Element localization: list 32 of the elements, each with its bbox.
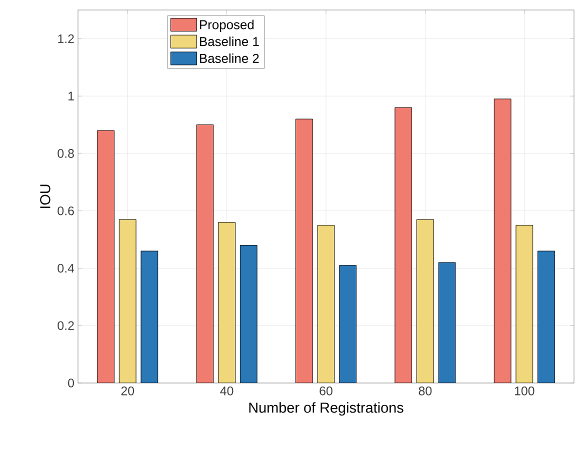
y-tick-label: 0	[68, 378, 74, 388]
x-tick-label: 20	[121, 386, 134, 396]
bar	[416, 219, 434, 383]
legend-label: Proposed	[200, 20, 254, 32]
x-tick-label: 100	[514, 386, 534, 396]
x-tick-label: 80	[418, 386, 432, 396]
y-tick-label: 0.2	[58, 321, 74, 330]
bar	[494, 98, 512, 383]
x-tick-label: 40	[220, 386, 234, 396]
bar	[516, 224, 534, 383]
y-tick-label: 0.6	[58, 206, 74, 216]
bar	[240, 245, 258, 383]
legend-label: Baseline 1	[200, 36, 259, 46]
bar	[339, 265, 357, 383]
bar	[218, 222, 236, 383]
y-tick-label: 0.8	[58, 149, 74, 158]
bar	[97, 130, 114, 383]
legend-label: Baseline 2	[200, 53, 259, 64]
x-axis-title: Number of Registrations	[249, 402, 404, 416]
bar	[140, 250, 158, 383]
bar	[538, 250, 555, 383]
y-tick-label: 0.4	[58, 264, 74, 273]
y-tick-label: 1	[68, 92, 74, 100]
bar	[438, 262, 456, 383]
bar	[295, 118, 313, 383]
y-axis-title: IOU	[40, 184, 50, 208]
bar	[317, 224, 335, 383]
bar	[394, 107, 412, 383]
x-tick-label: 60	[320, 386, 332, 396]
bar	[196, 124, 214, 383]
bar	[118, 219, 136, 383]
y-tick-label: 1.2	[58, 34, 74, 44]
